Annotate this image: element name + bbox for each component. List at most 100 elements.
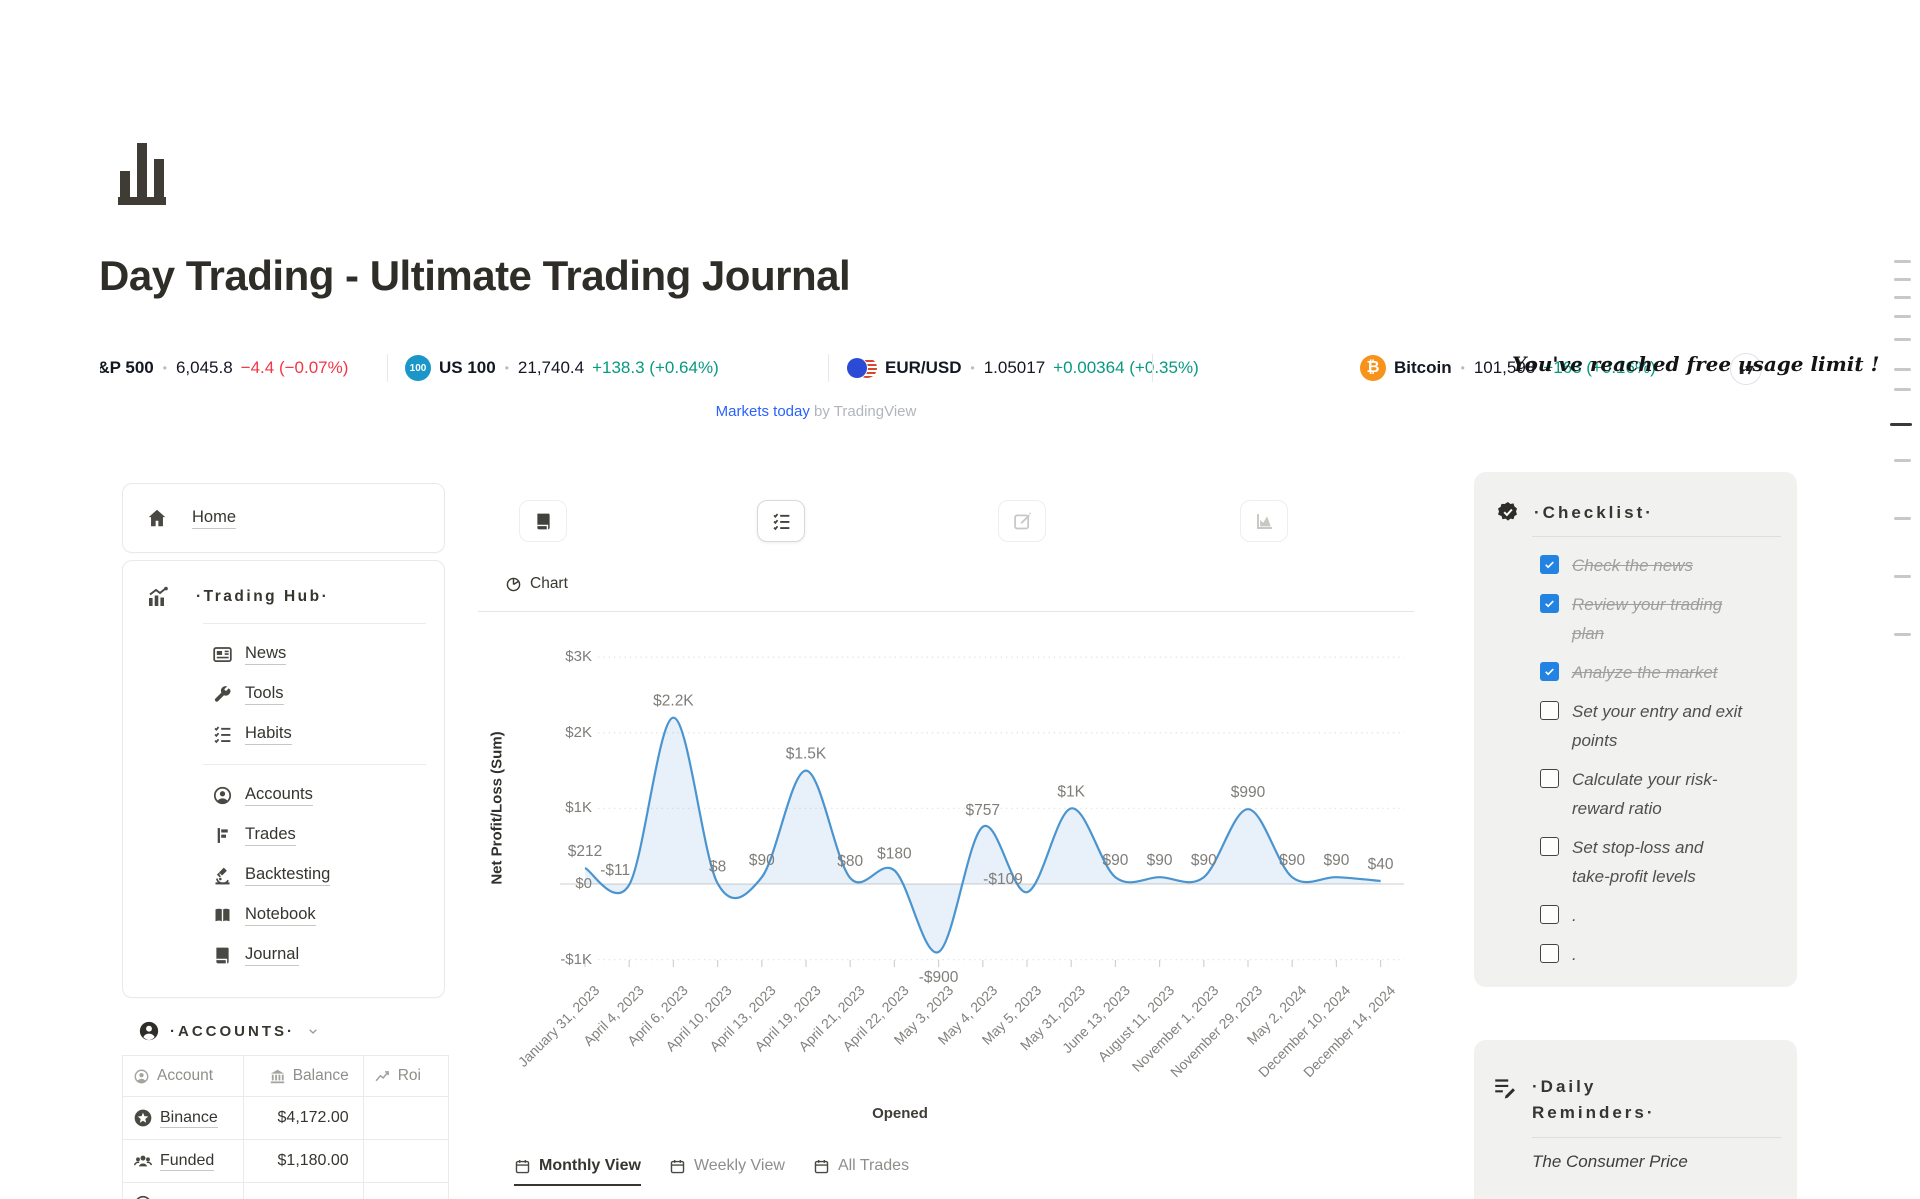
- checklist-item-label: Set your entry and exit points: [1572, 702, 1743, 751]
- checked-checkbox[interactable]: [1540, 555, 1559, 575]
- outline-dash[interactable]: [1890, 423, 1912, 426]
- svg-text:$90: $90: [1102, 852, 1128, 869]
- sidebar-item-news[interactable]: News: [212, 634, 444, 674]
- svg-text:$80: $80: [837, 853, 863, 870]
- unchecked-checkbox[interactable]: [1540, 837, 1559, 857]
- column-label: Balance: [292, 1067, 349, 1084]
- attribution-by: by TradingView: [809, 403, 917, 420]
- journal-icon: [212, 945, 233, 966]
- sidebar-item-label: Tools: [245, 684, 284, 705]
- dot-separator: •: [504, 361, 509, 375]
- account-cell[interactable]: Funded: [123, 1140, 245, 1182]
- sidebar-item-habits[interactable]: Habits: [212, 714, 444, 754]
- svg-text:-$11: -$11: [600, 862, 630, 879]
- sidebar-item-label: Accounts: [245, 785, 313, 806]
- y-tick-label: $0: [575, 875, 592, 892]
- sidebar-item-backtesting[interactable]: Backtesting: [212, 855, 444, 895]
- tradingview-logo[interactable]: [1730, 353, 1762, 385]
- outline-dash[interactable]: [1894, 338, 1911, 341]
- outline-dash[interactable]: [1894, 575, 1911, 578]
- sidebar-item-tools[interactable]: Tools: [212, 674, 444, 714]
- outline-dash[interactable]: [1894, 278, 1911, 281]
- unchecked-checkbox[interactable]: [1540, 944, 1559, 964]
- outline-dash[interactable]: [1894, 517, 1911, 520]
- unchecked-checkbox[interactable]: [1540, 905, 1559, 925]
- bank-icon: [269, 1068, 286, 1085]
- accounts-section-header[interactable]: ·ACCOUNTS·: [138, 1020, 321, 1042]
- checklist-header: ·Checklist·: [1496, 500, 1781, 526]
- sidebar-item-journal[interactable]: Journal: [212, 935, 444, 975]
- outline-dash[interactable]: [1894, 315, 1911, 318]
- sidebar-item-trades[interactable]: Trades: [212, 815, 444, 855]
- table-row[interactable]: Funded $1,180.00: [123, 1140, 448, 1183]
- ticker-item-eur-usd[interactable]: EUR/USD • 1.05017 +0.00364 (+0.35%): [847, 340, 1199, 396]
- ticker-value: 6,045.8: [175, 358, 233, 377]
- checklist-item: Calculate your risk-reward ratio: [1540, 765, 1781, 823]
- tab-chart[interactable]: Chart: [505, 575, 568, 593]
- svg-text:$90: $90: [1279, 852, 1305, 869]
- sidebar-item-label: Trades: [245, 825, 296, 846]
- outline-dash[interactable]: [1894, 368, 1911, 371]
- area-chart-icon: [1254, 511, 1275, 532]
- microscope-icon: [212, 865, 233, 886]
- trading-hub-icon: [146, 585, 170, 609]
- ticker-change: +0.00364 (+0.35%): [1053, 358, 1199, 377]
- y-tick-label: -$1K: [560, 950, 592, 968]
- ticker-value: 1.05017: [983, 358, 1046, 377]
- tab-monthly-view[interactable]: Monthly View: [514, 1157, 641, 1186]
- chart-view-button[interactable]: [1240, 500, 1288, 542]
- x-tick-label: April 22, 2023: [839, 982, 912, 1055]
- balance-cell: $1,180.00: [244, 1140, 364, 1182]
- checklist-item: .: [1540, 940, 1781, 969]
- divider: [1532, 536, 1781, 538]
- account-cell[interactable]: Binance: [123, 1097, 245, 1139]
- column-header-account[interactable]: Account: [123, 1056, 245, 1096]
- table-row[interactable]: Binance $4,172.00: [123, 1097, 448, 1140]
- ticker-item-bitcoin[interactable]: ₿ Bitcoin • 101,598 +163 (+0.16%): [1360, 340, 1656, 396]
- outline-dash[interactable]: [1894, 296, 1911, 299]
- ticker-separator: [828, 354, 829, 382]
- sidebar-item-home[interactable]: Home: [146, 507, 237, 529]
- accounts-table: Account Balance Roi Binance $4,172.00 Funded $…: [122, 1055, 449, 1199]
- column-header-balance[interactable]: Balance: [244, 1056, 364, 1096]
- outline-dash[interactable]: [1894, 633, 1911, 636]
- tab-all-trades[interactable]: All Trades: [813, 1157, 909, 1184]
- unchecked-checkbox[interactable]: [1540, 769, 1559, 789]
- sidebar-item-notebook[interactable]: Notebook: [212, 895, 444, 935]
- home-label: Home: [192, 508, 237, 529]
- ticker-change: −4.4 (−0.07%): [240, 358, 349, 377]
- x-tick-label: April 13, 2023: [706, 982, 780, 1055]
- ticker-item-us-100[interactable]: 100 US 100 • 21,740.4 +138.3 (+0.64%): [405, 340, 719, 396]
- outline-dash[interactable]: [1894, 388, 1911, 391]
- chart-tab-label: Chart: [530, 575, 568, 592]
- svg-text:$212: $212: [568, 843, 602, 860]
- accounts-table-header: Account Balance Roi: [123, 1056, 448, 1097]
- outline-dash[interactable]: [1894, 459, 1911, 462]
- sidebar-item-label: Habits: [245, 724, 292, 745]
- unchecked-checkbox[interactable]: [1540, 701, 1559, 721]
- sidebar-item-accounts[interactable]: Accounts: [212, 775, 444, 815]
- markets-today-link[interactable]: Markets today: [715, 403, 810, 420]
- table-row[interactable]: [123, 1183, 448, 1199]
- journal-view-button[interactable]: [519, 500, 567, 542]
- column-label: Roi: [397, 1067, 421, 1084]
- checked-checkbox[interactable]: [1540, 662, 1559, 682]
- column-label: Account: [157, 1067, 214, 1084]
- checklist-view-button[interactable]: [757, 500, 805, 542]
- compose-view-button[interactable]: [998, 500, 1046, 542]
- chevron-down-icon[interactable]: [305, 1023, 321, 1039]
- x-tick-label: May 5, 2023: [978, 982, 1045, 1048]
- checked-checkbox[interactable]: [1540, 594, 1559, 614]
- outline-dash[interactable]: [1894, 260, 1911, 263]
- ticker-item-s-p-500[interactable]: S&P 500 • 6,045.8 −4.4 (−0.07%): [100, 340, 348, 396]
- y-axis-title: Net Profit/Loss (Sum): [488, 731, 506, 885]
- checklist-item-label: Analyze the market: [1572, 663, 1718, 683]
- ticker-symbol: Bitcoin: [1394, 358, 1452, 377]
- tab-weekly-view[interactable]: Weekly View: [669, 1157, 785, 1184]
- account-cell[interactable]: [123, 1183, 245, 1199]
- column-header-roi[interactable]: Roi: [364, 1056, 448, 1096]
- x-tick-label: April 4, 2023: [579, 982, 647, 1049]
- ticker-change: +138.3 (+0.64%): [592, 358, 719, 377]
- svg-text:-$109: -$109: [983, 871, 1023, 888]
